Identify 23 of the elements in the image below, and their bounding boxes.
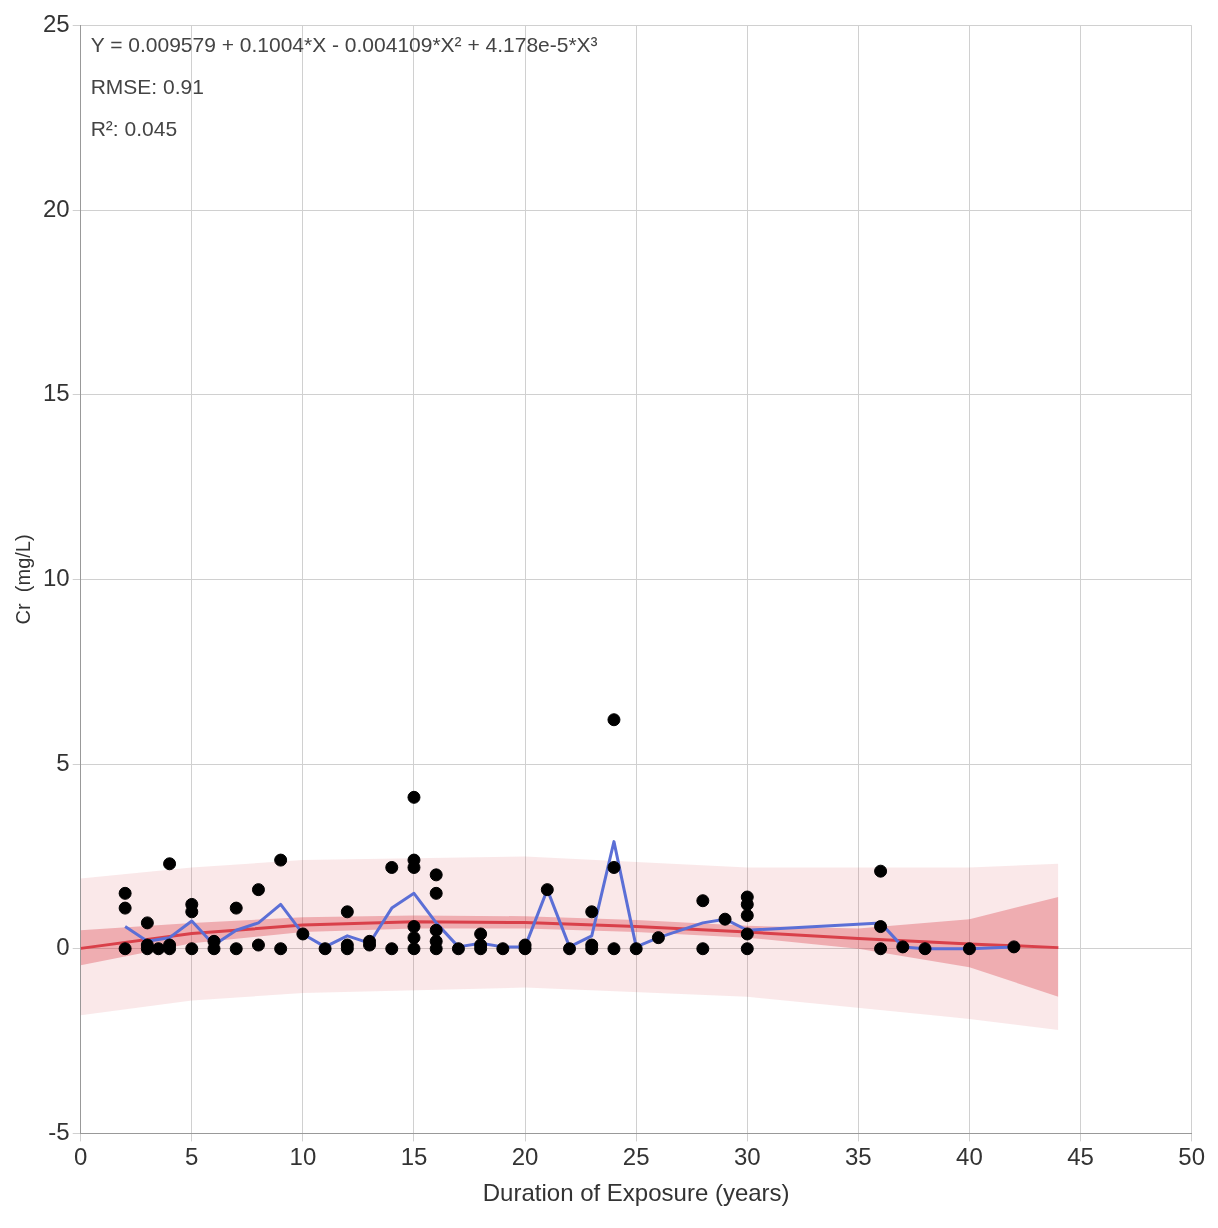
x-tick-label: 35 [845, 1143, 872, 1171]
annotation: R²: 0.045 [90, 116, 178, 140]
x-tick-label: 5 [185, 1143, 199, 1171]
x-axis-title: Duration of Exposure (years) [482, 1179, 790, 1207]
y-tick-label: 15 [42, 379, 70, 407]
x-tick-label: 0 [74, 1143, 88, 1171]
y-axis-title: Cr (mg/L) [11, 534, 34, 625]
annotation: Y = 0.009579 + 0.1004*X - 0.004109*X² + 4.178e-5*X³ [90, 32, 598, 56]
x-tick-label: 45 [1067, 1143, 1094, 1171]
x-tick-label: 10 [289, 1143, 317, 1171]
x-tick-label: 40 [956, 1143, 983, 1171]
x-tick-label: 25 [622, 1143, 650, 1171]
y-tick-label: 5 [56, 748, 70, 776]
x-tick-label: 50 [1178, 1143, 1205, 1171]
y-tick-label: -5 [48, 1118, 70, 1146]
y-tick-label: 0 [56, 933, 70, 961]
y-tick-label: 25 [42, 10, 70, 38]
x-tick-label: 20 [511, 1143, 539, 1171]
x-tick-label: 30 [733, 1143, 761, 1171]
x-tick-label: 15 [400, 1143, 428, 1171]
y-tick-label: 20 [42, 194, 70, 222]
y-tick-label: 10 [42, 564, 70, 592]
annotation: RMSE: 0.91 [90, 74, 204, 98]
